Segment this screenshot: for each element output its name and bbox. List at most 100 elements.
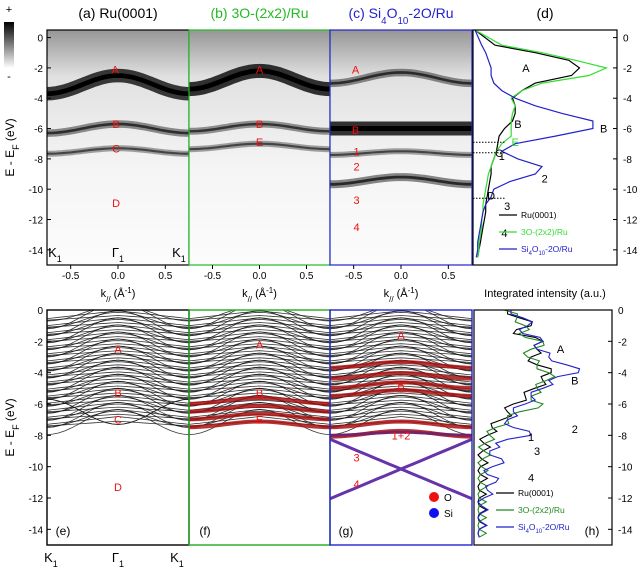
panel-title-f: (f) — [199, 524, 210, 538]
y-tick-label: -6 — [623, 125, 632, 136]
band-line-46 — [47, 380, 189, 407]
band-line-50 — [47, 387, 189, 414]
series-line-1 — [477, 309, 556, 538]
annotation-4: 4 — [528, 473, 534, 485]
text-part: Si — [518, 522, 526, 532]
band-label-A: A — [114, 344, 122, 356]
heatmap-a — [47, 30, 189, 265]
label-part: (eV) — [3, 398, 17, 424]
band-line-43 — [47, 385, 189, 392]
subscript: 4 — [381, 16, 387, 27]
band-line-0 — [330, 310, 472, 322]
band-label-B: B — [114, 388, 121, 400]
x-tick-label: 0.0 — [394, 271, 408, 282]
band-line-14 — [47, 324, 189, 351]
label-part: k — [101, 288, 107, 300]
panel-title-c: (c) Si4O10-2O/Ru — [348, 5, 453, 27]
band-line-19 — [189, 343, 330, 349]
band-line-C — [47, 398, 189, 425]
band-label-2: 2 — [353, 161, 359, 173]
projected-band-1 — [330, 370, 472, 381]
panel-title-a: (a) Ru(0001) — [78, 5, 157, 21]
band-line-31 — [189, 364, 330, 370]
intensity-axis-label: Integrated intensity (a.u.) — [484, 288, 606, 300]
band-line-60 — [330, 410, 472, 428]
band-line-10 — [189, 317, 330, 344]
band-line-20 — [47, 340, 189, 357]
subscript: 10 — [397, 16, 408, 27]
panel-title-h: (h) — [585, 524, 600, 538]
band-line-24 — [47, 347, 189, 364]
legend-label-O: O — [444, 493, 452, 504]
y-tick-label: -14 — [623, 246, 638, 257]
annotation-B: B — [571, 376, 578, 388]
y-tick-label: -2 — [34, 337, 43, 348]
band-line-36 — [47, 368, 189, 385]
annotation-4: 4 — [501, 228, 507, 240]
x-tick-label: -0.5 — [62, 271, 80, 282]
x-tick-label: 0.0 — [253, 271, 267, 282]
text-part: K — [172, 245, 181, 260]
y-tick-label: -10 — [618, 463, 633, 474]
band-line-54 — [189, 394, 330, 421]
band-label-A: A — [256, 339, 264, 351]
band-line-18 — [47, 331, 189, 358]
panel-e: A B C D (e) — [46, 309, 190, 546]
band-line-10 — [330, 317, 472, 344]
band-line-11 — [330, 329, 472, 335]
series-line-0 — [477, 310, 552, 538]
text-part: O — [387, 5, 398, 21]
subscript: 1 — [179, 559, 184, 569]
band-line-4 — [330, 311, 472, 329]
band-core-a-1 — [47, 122, 189, 135]
x-axis-label: k// (Å-1) — [242, 286, 277, 304]
band-label-B: B — [112, 119, 119, 131]
band-line-15 — [47, 336, 189, 342]
band-label-E: E — [256, 415, 263, 427]
y-tick-label: -12 — [29, 216, 44, 227]
band-line-60 — [189, 410, 330, 428]
x-tick-label: 0.5 — [158, 271, 172, 282]
y-tick-label: -12 — [623, 216, 638, 227]
band-line-6 — [47, 310, 189, 337]
band-label-1+2: 1+2 — [392, 430, 411, 442]
panel-f: A B E (f) — [188, 309, 331, 546]
band-line-44 — [47, 382, 189, 399]
panel-title-g: (g) — [339, 524, 354, 538]
band-line-39 — [189, 378, 330, 384]
annotation-C: C — [495, 148, 503, 160]
text-part: -2O/Ru — [542, 522, 570, 532]
y-axis-title: E - EF (eV) — [3, 118, 21, 176]
projected-band-4 — [330, 419, 472, 430]
annotation-B: B — [514, 119, 521, 131]
annotation-A: A — [522, 63, 530, 75]
band-line-18 — [330, 331, 472, 358]
projected-band-1 — [189, 403, 330, 414]
band-label-A: A — [111, 64, 119, 76]
band-line-2 — [47, 310, 189, 330]
band-line-42 — [47, 373, 189, 400]
projected-band-2 — [330, 380, 472, 390]
subscript: 1 — [119, 254, 124, 264]
y-tick-label: -6 — [34, 400, 43, 411]
band-4 — [330, 437, 472, 471]
band-line-4 — [189, 311, 330, 329]
band-line-61 — [47, 416, 189, 425]
band-line-22 — [47, 338, 189, 365]
label-part: k — [242, 288, 248, 300]
band-line-58 — [189, 401, 330, 428]
band-line-26 — [47, 345, 189, 372]
band-label-B: B — [256, 388, 263, 400]
subscript: 1 — [119, 559, 124, 569]
band-line-62 — [47, 409, 189, 435]
panel-title-e: (e) — [56, 524, 71, 538]
band-line-43 — [189, 385, 330, 392]
band-label-3: 3 — [353, 452, 359, 464]
bands-g — [330, 310, 472, 501]
band-label-4: 4 — [353, 479, 359, 491]
band-line-34 — [47, 359, 189, 386]
band-line-20 — [330, 340, 472, 357]
band-line-59 — [47, 413, 189, 420]
band-label-D: D — [114, 482, 122, 494]
